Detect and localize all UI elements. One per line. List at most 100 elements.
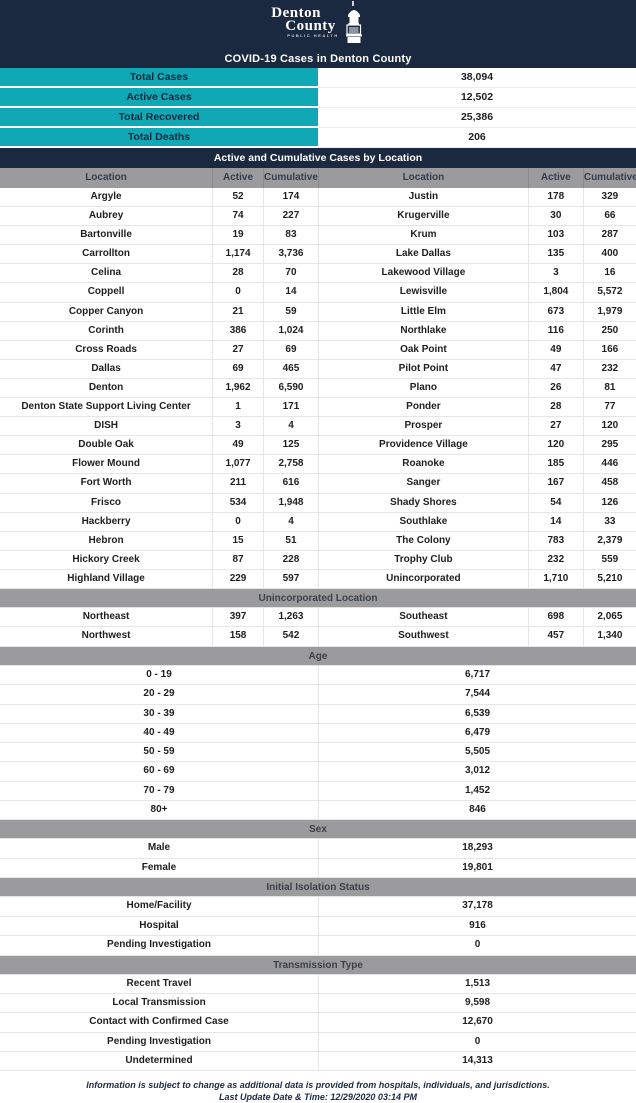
active-cell: 783 bbox=[527, 531, 583, 551]
stat-row: Local Transmission 9,598 bbox=[0, 993, 636, 1014]
active-cell: 27 bbox=[212, 340, 263, 360]
age-label: 70 - 79 bbox=[0, 782, 318, 802]
active-cell: 698 bbox=[527, 607, 583, 628]
location-cell: Fort Worth bbox=[0, 474, 213, 494]
cumulative-cell: 83 bbox=[262, 226, 318, 246]
active-cell: 211 bbox=[212, 474, 263, 494]
denton-county-logo: Denton County PUBLIC HEALTH bbox=[0, 1, 636, 43]
summary-label: Active Cases bbox=[0, 88, 318, 108]
location-cell: Flower Mound bbox=[0, 455, 213, 475]
cumulative-cell: 597 bbox=[262, 569, 318, 589]
active-cell: 232 bbox=[527, 550, 583, 570]
cumulative-cell: 6,590 bbox=[262, 378, 318, 399]
cumulative-cell: 174 bbox=[262, 188, 318, 208]
cumulative-cell: 33 bbox=[582, 512, 636, 532]
cumulative-cell: 5,572 bbox=[582, 283, 636, 303]
table-row: Denton 1,962 6,590 Plano 26 81 bbox=[0, 378, 636, 399]
transmission-label: Contact with Confirmed Case bbox=[0, 1013, 318, 1033]
age-value: 6,717 bbox=[318, 665, 636, 686]
summary-label: Total Recovered bbox=[0, 108, 318, 128]
table-row: Carrollton 1,174 3,736 Lake Dallas 135 400 bbox=[0, 245, 636, 265]
stat-row: Total Recovered 25,386 bbox=[0, 108, 636, 128]
location-cell: Denton bbox=[0, 379, 213, 399]
age-table: 0 - 19 6,717 20 - 29 7,544 30 - 39 6,539 40 - … bbox=[0, 665, 636, 821]
active-cell: 52 bbox=[212, 188, 263, 208]
active-cell: 54 bbox=[527, 493, 583, 513]
cumulative-cell: 126 bbox=[582, 493, 636, 513]
active-cell: 19 bbox=[212, 226, 263, 246]
column-header-cumulative: Cumulative bbox=[582, 168, 636, 188]
location-cell: Pilot Point bbox=[317, 359, 528, 379]
column-header-location: Location bbox=[317, 168, 528, 188]
column-header-active: Active bbox=[212, 168, 263, 188]
sex-label: Female bbox=[0, 859, 318, 879]
cumulative-cell: 16 bbox=[582, 264, 636, 284]
age-value: 5,505 bbox=[318, 743, 636, 763]
location-cell: Dallas bbox=[0, 360, 213, 379]
table-row: Coppell 0 14 Lewisville 1,804 5,572 bbox=[0, 283, 636, 303]
cumulative-cell: 166 bbox=[582, 340, 636, 360]
active-cell: 673 bbox=[527, 302, 583, 322]
report-footer: Information is subject to change as addi… bbox=[0, 1071, 636, 1103]
location-cell: Ponder bbox=[317, 398, 528, 418]
table-row: Hackberry 0 4 Southlake 14 33 bbox=[0, 512, 636, 532]
stat-row: Pending Investigation 0 bbox=[0, 1032, 636, 1053]
active-cell: 229 bbox=[212, 569, 263, 589]
cumulative-cell: 2,065 bbox=[582, 607, 636, 628]
column-header-active: Active bbox=[527, 168, 583, 188]
active-cell: 135 bbox=[527, 245, 583, 265]
table-row: Fort Worth 211 616 Sanger 167 458 bbox=[0, 474, 636, 494]
transmission-value: 14,313 bbox=[318, 1052, 636, 1072]
summary-value: 206 bbox=[318, 128, 636, 148]
transmission-value: 9,598 bbox=[318, 993, 636, 1014]
cumulative-cell: 171 bbox=[262, 398, 318, 418]
summary-table: Total Cases 38,094 Active Cases 12,502 Total… bbox=[0, 68, 636, 148]
cumulative-cell: 458 bbox=[582, 474, 636, 494]
location-cell: Denton State Support Living Center bbox=[0, 398, 213, 418]
summary-value: 38,094 bbox=[318, 68, 636, 88]
section-header-unincorporated: Unincorporated Location bbox=[0, 588, 636, 608]
cumulative-cell: 4 bbox=[262, 512, 318, 532]
location-table-header: Location Active Cumulative Location Active Cu… bbox=[0, 168, 636, 188]
active-cell: 0 bbox=[212, 512, 263, 532]
isolation-value: 37,178 bbox=[318, 897, 636, 917]
stat-row: 40 - 49 6,479 bbox=[0, 723, 636, 744]
location-cell: The Colony bbox=[317, 531, 528, 551]
age-value: 3,012 bbox=[318, 762, 636, 782]
sex-label: Male bbox=[0, 839, 318, 859]
logo-text-county: County bbox=[285, 18, 336, 34]
stat-row: Total Deaths 206 bbox=[0, 128, 636, 148]
location-cell: DISH bbox=[0, 417, 213, 437]
cumulative-cell: 287 bbox=[582, 226, 636, 246]
cumulative-cell: 1,979 bbox=[582, 302, 636, 322]
location-cell: Hackberry bbox=[0, 513, 213, 532]
location-cell: Lakewood Village bbox=[317, 264, 528, 284]
cumulative-cell: 14 bbox=[262, 283, 318, 303]
summary-value: 25,386 bbox=[318, 108, 636, 128]
active-cell: 3 bbox=[527, 264, 583, 284]
isolation-value: 0 bbox=[318, 936, 636, 956]
age-label: 20 - 29 bbox=[0, 685, 318, 705]
active-cell: 1,077 bbox=[212, 455, 263, 475]
stat-row: 70 - 79 1,452 bbox=[0, 781, 636, 802]
stat-row: Male 18,293 bbox=[0, 839, 636, 859]
active-cell: 116 bbox=[527, 321, 583, 341]
active-cell: 397 bbox=[212, 607, 263, 628]
location-cell: Northlake bbox=[317, 321, 528, 341]
active-cell: 49 bbox=[212, 436, 263, 456]
age-value: 1,452 bbox=[318, 781, 636, 802]
logo-text-public-health: PUBLIC HEALTH bbox=[287, 33, 339, 38]
active-cell: 47 bbox=[527, 359, 583, 379]
cumulative-cell: 2,758 bbox=[262, 455, 318, 475]
location-table: Argyle 52 174 Justin 178 329 Aubrey 74 227 Kruger… bbox=[0, 188, 636, 589]
table-row: Double Oak 49 125 Providence Village 120 295 bbox=[0, 436, 636, 456]
location-cell: Cross Roads bbox=[0, 341, 213, 360]
stat-row: Active Cases 12,502 bbox=[0, 88, 636, 108]
transmission-value: 12,670 bbox=[318, 1013, 636, 1033]
isolation-table: Home/Facility 37,178 Hospital 916 Pending In… bbox=[0, 897, 636, 956]
cumulative-cell: 446 bbox=[582, 455, 636, 475]
active-cell: 457 bbox=[527, 627, 583, 647]
active-cell: 28 bbox=[212, 264, 263, 284]
location-cell: Aubrey bbox=[0, 207, 213, 227]
cumulative-cell: 295 bbox=[582, 436, 636, 456]
